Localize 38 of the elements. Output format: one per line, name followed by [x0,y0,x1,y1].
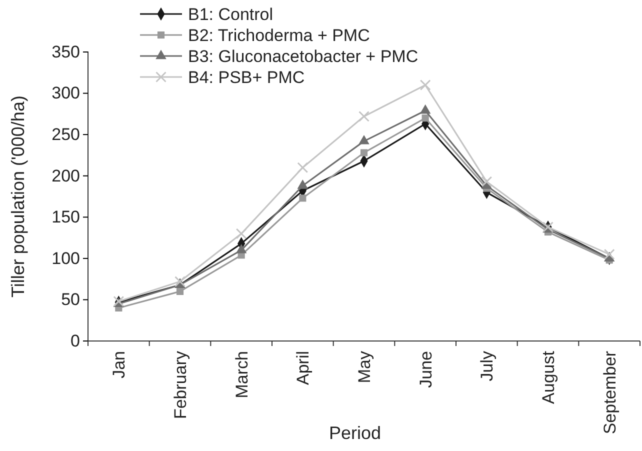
x-tick-label: June [416,351,436,388]
x-tick-label: May [355,350,374,384]
point [236,244,247,254]
point [299,194,306,202]
y-tick-label: 100 [52,248,80,268]
legend-label: B1: Control [188,5,274,24]
x-tick-label: February [171,350,190,420]
point [481,176,492,188]
point [358,110,370,122]
y-tick-label: 0 [70,331,80,350]
x-tick-label: April [294,351,313,386]
x-tick-label: Jan [110,351,129,378]
x-axis-title: Period [328,423,382,443]
y-tick-label: 250 [52,125,80,144]
point [236,228,247,240]
y-tick-label: 150 [52,208,80,227]
legend-label: B2: Trichoderma + PMC [188,26,370,45]
point [420,80,431,91]
point [604,248,615,260]
y-tick-label: 350 [52,42,80,62]
x-tick-label: September [600,350,620,434]
legend-label: B4: PSB+ PMC [188,68,305,87]
y-tick-label: 200 [52,166,80,186]
y-axis-title: Tiller population ('000/ha) [8,96,28,298]
x-tick-label: March [232,351,252,398]
point [420,104,431,114]
x-tick-label: August [539,350,558,404]
point [176,288,184,295]
y-tick-label: 50 [61,290,80,310]
point [174,276,186,288]
point [297,162,308,174]
y-tick-label: 300 [52,84,80,103]
point [297,180,308,189]
point [360,149,368,156]
point [358,134,370,144]
point [422,114,429,122]
x-tick-label: July [478,350,497,382]
legend-label: B3: Gluconacetobacter + PMC [188,47,418,66]
